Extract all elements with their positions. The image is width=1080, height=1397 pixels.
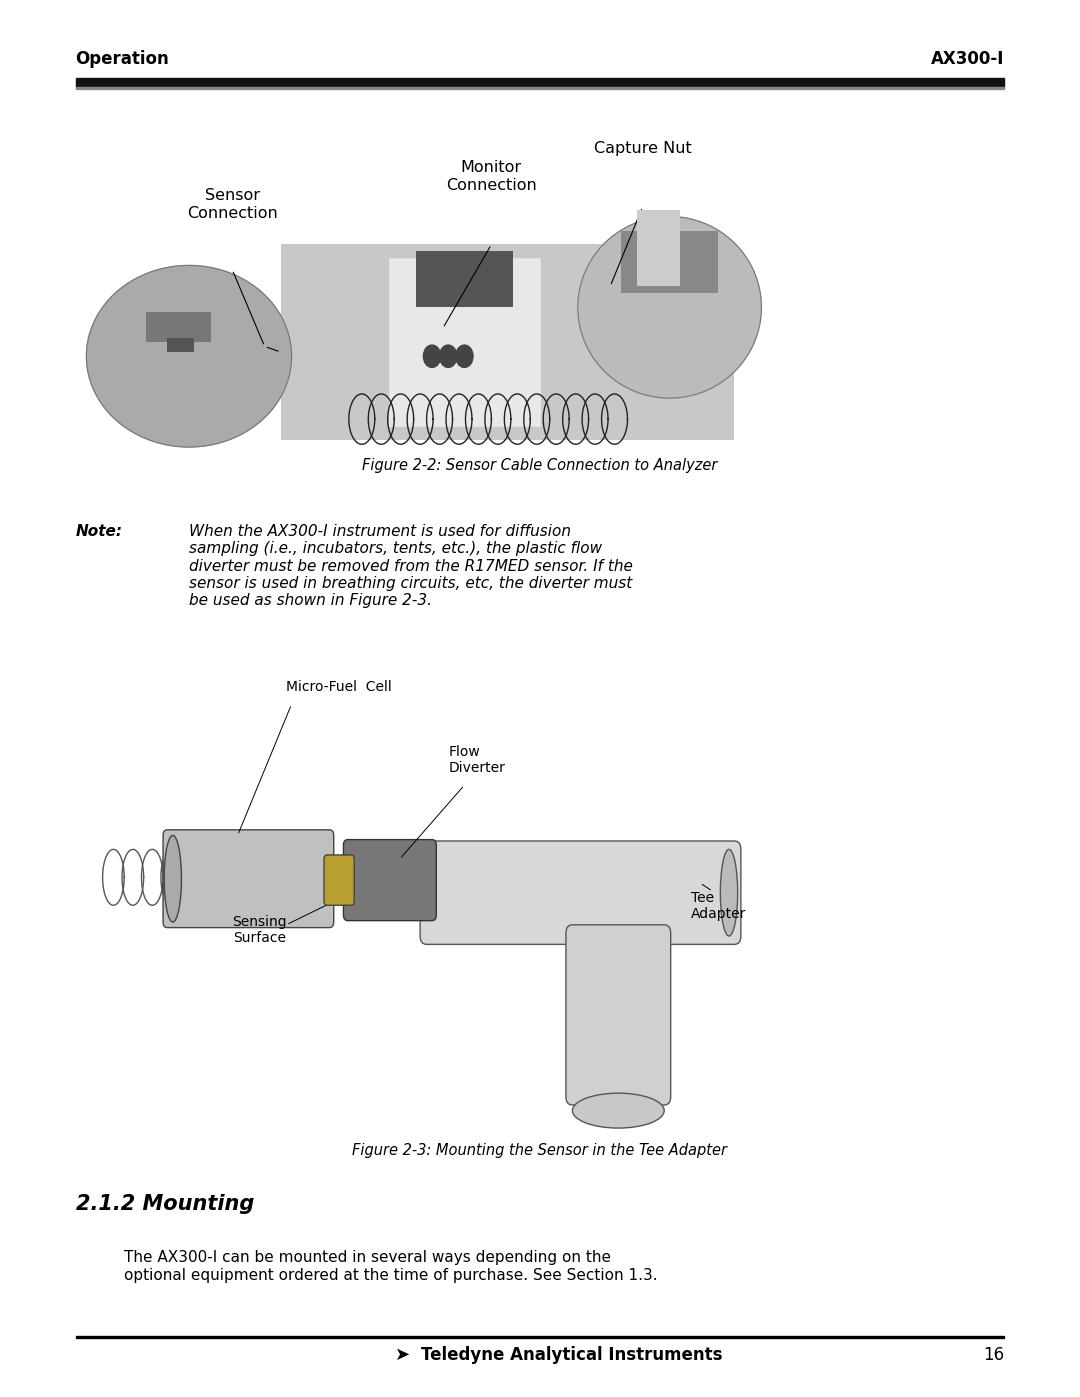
Text: Flow
Diverter: Flow Diverter bbox=[448, 745, 505, 775]
Text: Sensor
Connection: Sensor Connection bbox=[187, 189, 278, 221]
Text: When the AX300-I instrument is used for diffusion
sampling (i.e., incubators, te: When the AX300-I instrument is used for … bbox=[189, 524, 633, 609]
Polygon shape bbox=[86, 265, 292, 447]
Bar bbox=[637, 210, 680, 286]
Bar bbox=[146, 312, 211, 342]
FancyBboxPatch shape bbox=[420, 841, 741, 944]
Text: The AX300-I can be mounted in several ways depending on the
optional equipment o: The AX300-I can be mounted in several wa… bbox=[124, 1250, 658, 1282]
Bar bbox=[281, 244, 734, 440]
FancyBboxPatch shape bbox=[163, 830, 334, 928]
Bar bbox=[76, 1336, 1004, 1338]
FancyBboxPatch shape bbox=[324, 855, 354, 905]
Text: Figure 2-2: Sensor Cable Connection to Analyzer: Figure 2-2: Sensor Cable Connection to A… bbox=[362, 458, 718, 474]
Text: Capture Nut: Capture Nut bbox=[594, 141, 691, 156]
Text: Monitor
Connection: Monitor Connection bbox=[446, 161, 537, 193]
Circle shape bbox=[440, 345, 457, 367]
Circle shape bbox=[456, 345, 473, 367]
Bar bbox=[389, 258, 540, 426]
Text: Teledyne Analytical Instruments: Teledyne Analytical Instruments bbox=[421, 1347, 723, 1363]
Bar bbox=[416, 251, 513, 307]
Bar bbox=[167, 338, 194, 352]
Circle shape bbox=[423, 345, 441, 367]
Bar bbox=[76, 78, 1004, 87]
Ellipse shape bbox=[720, 849, 738, 936]
Ellipse shape bbox=[572, 1094, 664, 1129]
Text: ➤: ➤ bbox=[395, 1347, 410, 1363]
Text: AX300-I: AX300-I bbox=[931, 50, 1004, 68]
Text: 2.1.2 Mounting: 2.1.2 Mounting bbox=[76, 1194, 254, 1214]
Polygon shape bbox=[578, 217, 761, 398]
FancyBboxPatch shape bbox=[566, 925, 671, 1105]
Text: Operation: Operation bbox=[76, 50, 170, 68]
Bar bbox=[621, 231, 718, 293]
Text: Note:: Note: bbox=[76, 524, 123, 539]
Ellipse shape bbox=[164, 835, 181, 922]
Text: 16: 16 bbox=[983, 1347, 1004, 1363]
Text: Figure 2-3: Mounting the Sensor in the Tee Adapter: Figure 2-3: Mounting the Sensor in the T… bbox=[352, 1143, 728, 1158]
Text: Tee
Adapter: Tee Adapter bbox=[691, 891, 746, 922]
Text: Micro-Fuel  Cell: Micro-Fuel Cell bbox=[286, 680, 392, 694]
Bar bbox=[76, 88, 1004, 89]
Text: Sensing
Surface: Sensing Surface bbox=[232, 915, 286, 946]
FancyBboxPatch shape bbox=[343, 840, 436, 921]
